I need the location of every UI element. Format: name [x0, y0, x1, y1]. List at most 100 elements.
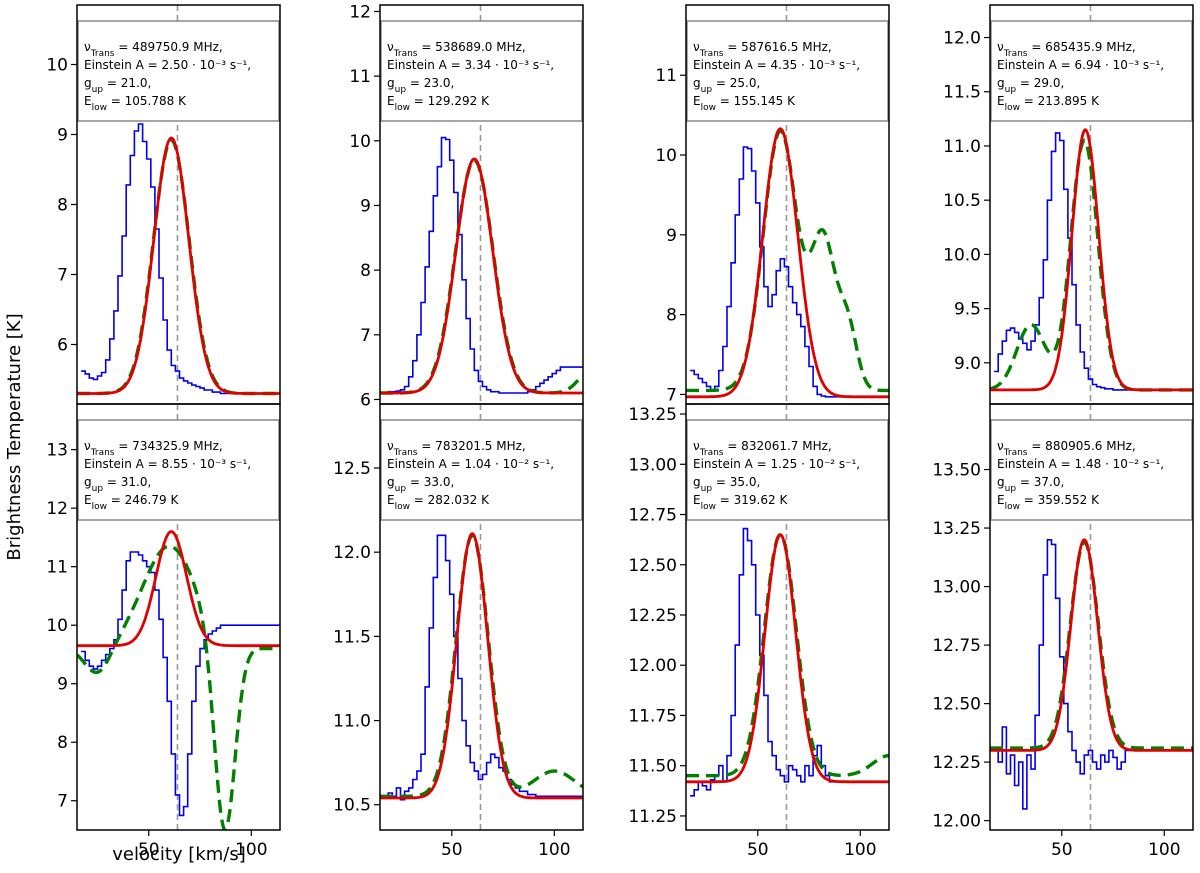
info-box	[686, 20, 889, 122]
y-tick-label: 10.0	[943, 245, 981, 265]
info-box	[380, 20, 583, 122]
panel-2: νTrans = 538689.0 MHz,Einstein A = 3.34 …	[349, 2, 584, 410]
panel-grid: νTrans = 489750.9 MHz,Einstein A = 2.50 …	[46, 2, 1194, 860]
plot-area	[686, 5, 889, 404]
info-box	[77, 419, 280, 521]
y-tick-label: 12.25	[628, 606, 677, 626]
info-line-1: νTrans = 538689.0 MHz,	[387, 40, 526, 59]
info-line-3: gup = 37.0,	[997, 475, 1064, 494]
y-tick-label: 8	[57, 733, 68, 753]
y-tick-label: 8	[57, 196, 68, 216]
y-tick-label: 11.50	[628, 757, 677, 777]
y-tick-label: 11	[46, 558, 68, 578]
y-tick-label: 12.0	[333, 543, 371, 563]
x-tick-label: 100	[538, 840, 570, 860]
observed-spectrum-line	[81, 551, 280, 817]
y-tick-label: 13.00	[628, 455, 677, 475]
info-line-4: Elow = 105.788 K	[84, 94, 187, 113]
x-tick-label: 50	[1051, 840, 1073, 860]
y-tick-label: 9	[57, 675, 68, 695]
panel-7: νTrans = 832061.7 MHz,Einstein A = 1.25 …	[628, 403, 890, 860]
plot-area	[77, 5, 280, 404]
axes-frame	[989, 403, 1194, 831]
observed-spectrum-line	[690, 146, 889, 398]
panel-6: νTrans = 783201.5 MHz,Einstein A = 1.04 …	[333, 403, 584, 860]
info-line-1: νTrans = 587616.5 MHz,	[693, 40, 832, 59]
info-line-2: Einstein A = 4.35 · 10⁻³ s⁻¹,	[693, 58, 860, 72]
info-line-1: νTrans = 734325.9 MHz,	[84, 439, 223, 458]
panel-8: νTrans = 880905.6 MHz,Einstein A = 1.48 …	[932, 403, 1194, 860]
plot-area	[990, 5, 1193, 404]
y-tick-label: 9	[57, 126, 68, 146]
y-tick-label: 12.50	[932, 695, 981, 715]
x-tick-label: 50	[441, 840, 463, 860]
y-tick-label: 10	[46, 616, 68, 636]
x-tick-label: 100	[844, 840, 876, 860]
axes-frame	[685, 403, 890, 831]
y-axis-label: Brightness Temperature [K]	[4, 313, 25, 560]
y-tick-label: 8	[666, 306, 677, 326]
info-line-1: νTrans = 685435.9 MHz,	[997, 40, 1136, 59]
info-box	[990, 20, 1193, 122]
panel-1: νTrans = 489750.9 MHz,Einstein A = 2.50 …	[46, 4, 281, 405]
y-tick-label: 11.25	[628, 807, 677, 827]
y-tick-label: 9.0	[954, 354, 981, 374]
y-tick-label: 9	[360, 196, 371, 216]
y-tick-label: 11.5	[333, 627, 371, 647]
model-spectrum-line	[380, 158, 583, 395]
y-tick-label: 7	[57, 266, 68, 286]
info-line-1: νTrans = 832061.7 MHz,	[693, 439, 832, 458]
x-tick-label: 100	[1148, 840, 1180, 860]
y-tick-label: 7	[57, 792, 68, 812]
y-tick-label: 12.00	[932, 812, 981, 832]
model-spectrum-line	[686, 128, 889, 393]
y-tick-label: 12.50	[628, 556, 677, 576]
info-line-3: gup = 31.0,	[84, 475, 151, 494]
y-tick-label: 13.50	[932, 461, 981, 481]
info-line-1: νTrans = 783201.5 MHz,	[387, 439, 526, 458]
y-tick-label: 10	[349, 132, 371, 152]
y-tick-label: 10.5	[333, 796, 371, 816]
gaussian-fit-line	[380, 157, 583, 395]
gaussian-fit-line	[77, 530, 280, 648]
model-spectrum-line	[77, 544, 280, 830]
y-tick-label: 12.25	[932, 753, 981, 773]
info-box	[990, 419, 1193, 521]
info-line-4: Elow = 213.895 K	[997, 94, 1100, 113]
y-tick-label: 6	[360, 390, 371, 410]
gaussian-fit-line	[990, 127, 1193, 392]
y-tick-label: 8	[360, 261, 371, 281]
y-tick-label: 12.00	[628, 656, 677, 676]
info-line-2: Einstein A = 8.55 · 10⁻³ s⁻¹,	[84, 457, 251, 471]
info-line-2: Einstein A = 1.25 · 10⁻² s⁻¹,	[693, 457, 860, 471]
model-spectrum-line	[686, 532, 889, 778]
y-tick-label: 10	[655, 146, 677, 166]
y-tick-label: 9	[666, 226, 677, 246]
info-line-3: gup = 25.0,	[693, 76, 760, 95]
y-tick-label: 13.25	[628, 405, 677, 425]
model-spectrum-line	[990, 138, 1193, 392]
x-tick-label: 100	[235, 840, 267, 860]
y-tick-label: 7	[666, 385, 677, 405]
info-line-4: Elow = 359.552 K	[997, 493, 1100, 512]
panel-3: νTrans = 587616.5 MHz,Einstein A = 4.35 …	[655, 4, 890, 405]
y-tick-label: 6	[57, 336, 68, 356]
gaussian-fit-line	[686, 532, 889, 784]
info-box	[380, 419, 583, 521]
info-line-4: Elow = 246.79 K	[84, 493, 179, 512]
panel-5: νTrans = 734325.9 MHz,Einstein A = 8.55 …	[46, 403, 281, 860]
y-tick-label: 9.5	[954, 300, 981, 320]
info-line-1: νTrans = 880905.6 MHz,	[997, 439, 1136, 458]
x-tick-label: 50	[747, 840, 769, 860]
info-line-2: Einstein A = 2.50 · 10⁻³ s⁻¹,	[84, 58, 251, 72]
y-tick-label: 13.00	[932, 578, 981, 598]
y-tick-label: 12	[46, 499, 68, 519]
gaussian-fit-line	[77, 136, 280, 395]
y-tick-label: 11.0	[943, 137, 981, 157]
info-line-3: gup = 21.0,	[84, 76, 151, 95]
y-tick-label: 12.75	[932, 636, 981, 656]
panel-4: νTrans = 685435.9 MHz,Einstein A = 6.94 …	[943, 4, 1194, 405]
y-tick-label: 10.5	[943, 191, 981, 211]
observed-spectrum-line	[384, 534, 583, 801]
